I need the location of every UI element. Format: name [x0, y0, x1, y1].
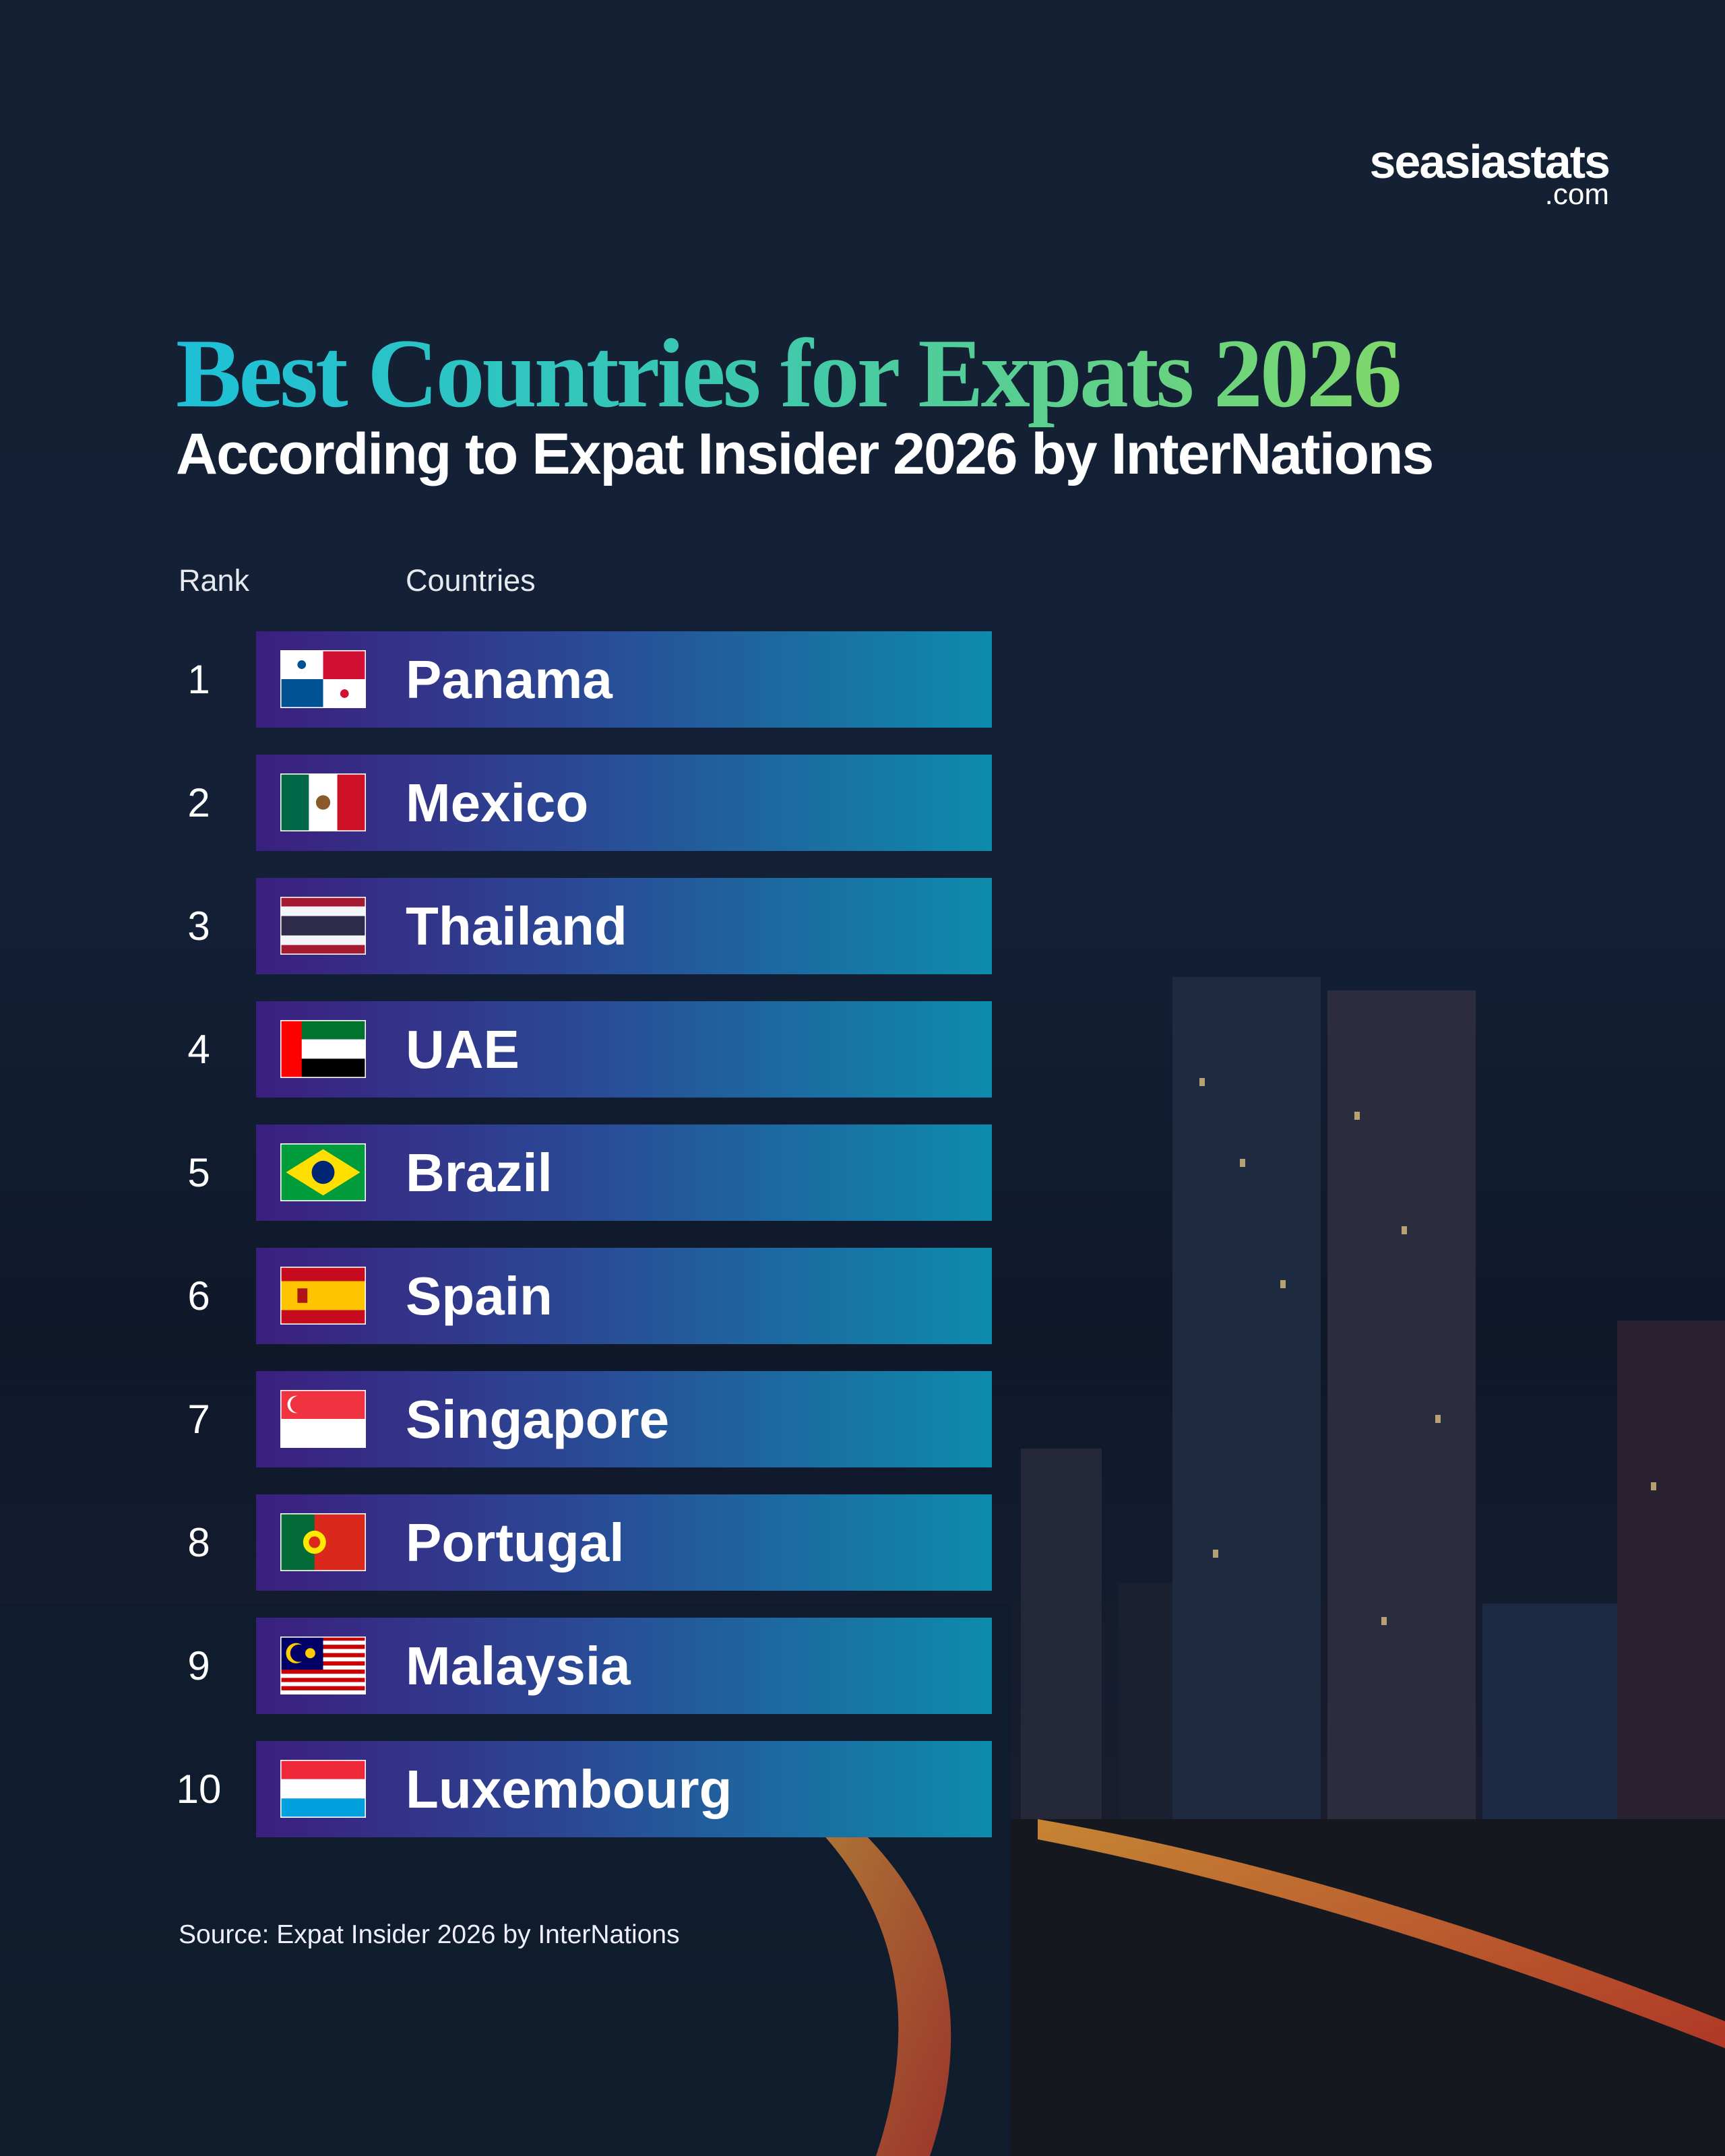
country-bar: Spain	[256, 1248, 992, 1344]
country-bar: Luxembourg	[256, 1741, 992, 1837]
country-name: UAE	[406, 1019, 520, 1079]
rank-number: 5	[187, 1150, 210, 1195]
country-bar: UAE	[256, 1001, 992, 1098]
flag-icon	[280, 773, 366, 831]
rank-number: 2	[187, 780, 210, 825]
country-name: Brazil	[406, 1143, 553, 1203]
flag-icon	[280, 1143, 366, 1201]
title: Best Countries for Expats 2026	[176, 317, 1402, 430]
country-name: Malaysia	[406, 1636, 631, 1696]
column-header: Countries	[406, 563, 536, 598]
rank-number: 4	[187, 1027, 210, 1072]
country-bar: Portugal	[256, 1494, 992, 1591]
flag-icon	[280, 1020, 366, 1078]
country-bar: Brazil	[256, 1124, 992, 1221]
flag-icon	[280, 1390, 366, 1448]
country-name: Portugal	[406, 1513, 625, 1573]
country-bar: Malaysia	[256, 1618, 992, 1714]
rank-number: 8	[187, 1520, 210, 1565]
country-bar: Panama	[256, 631, 992, 728]
flag-icon	[280, 650, 366, 708]
flag-icon	[280, 1760, 366, 1818]
brand: seasiastats .com	[1369, 135, 1610, 211]
flag-icon	[280, 897, 366, 955]
rank-number: 9	[187, 1643, 210, 1688]
flag-icon	[280, 1637, 366, 1694]
rank-number: 10	[176, 1767, 222, 1812]
rank-number: 6	[187, 1273, 210, 1319]
country-name: Panama	[406, 649, 613, 709]
rank-number: 3	[187, 903, 210, 949]
country-name: Mexico	[406, 773, 589, 833]
source: Source: Expat Insider 2026 by InterNatio…	[179, 1920, 680, 1949]
rank-number: 7	[187, 1397, 210, 1442]
country-bar: Mexico	[256, 755, 992, 851]
subtitle: According to Expat Insider 2026 by Inter…	[176, 422, 1434, 486]
brand-suffix: .com	[1544, 178, 1609, 211]
country-bar: Singapore	[256, 1371, 992, 1467]
flag-icon	[280, 1267, 366, 1325]
country-name: Luxembourg	[406, 1759, 732, 1819]
country-name: Spain	[406, 1266, 553, 1326]
flag-icon	[280, 1513, 366, 1571]
column-header: Rank	[179, 563, 250, 598]
country-name: Thailand	[406, 896, 627, 956]
country-bar: Thailand	[256, 878, 992, 974]
country-name: Singapore	[406, 1389, 670, 1449]
rank-number: 1	[187, 657, 210, 702]
brand-name: seasiastats	[1369, 135, 1610, 188]
